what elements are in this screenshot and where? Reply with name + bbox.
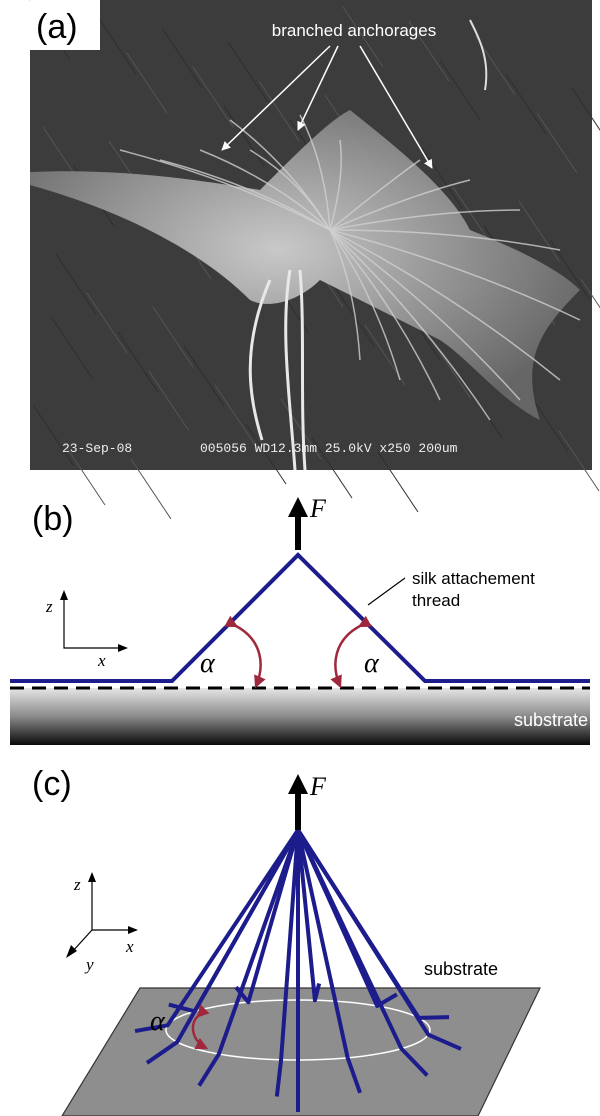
axis-z: z: [45, 597, 53, 616]
info-stamp: 005056 WD12.3mm 25.0kV x250 200um: [200, 441, 458, 456]
force-label: F: [309, 772, 327, 801]
date-stamp: 23-Sep-08: [62, 441, 132, 456]
substrate: [10, 688, 590, 745]
angle-label: α: [200, 648, 216, 679]
axes: [72, 880, 130, 952]
substrate-label: substrate: [514, 710, 588, 730]
force-arrowhead: [288, 497, 308, 517]
panel-c: (c) substrate F z x y α: [32, 765, 540, 1116]
panel-label: (c): [32, 765, 72, 803]
thread-label: thread: [412, 591, 460, 610]
panel-label: (a): [36, 8, 78, 46]
panel-label: (b): [32, 500, 74, 538]
angle-arc: [236, 626, 261, 686]
angle-arc: [335, 626, 360, 686]
axis-x: x: [125, 937, 134, 956]
leader: [368, 578, 405, 605]
angle-label: α: [364, 648, 380, 679]
axis-heads: [60, 590, 128, 652]
force-arrowhead: [288, 774, 308, 794]
axis-z: z: [73, 875, 81, 894]
annotation: branched anchorages: [272, 21, 436, 40]
axis-y: y: [84, 955, 94, 974]
thread-label: silk attachement: [412, 569, 535, 588]
force-label: F: [309, 494, 327, 523]
page: {"panel_a": {"label": "(a)", "annotation…: [0, 0, 600, 1116]
figure: (a) branched anchorages 23-Sep-08 005056…: [0, 0, 600, 1116]
angle-label: α: [150, 1006, 166, 1037]
panel-a: (a) branched anchorages 23-Sep-08 005056…: [30, 0, 600, 519]
substrate-label: substrate: [424, 959, 498, 979]
substrate: [62, 988, 540, 1116]
axes: [64, 598, 120, 648]
panel-b: (b) F silk attachement thread z x α α su…: [10, 494, 590, 745]
axis-x: x: [97, 651, 106, 670]
